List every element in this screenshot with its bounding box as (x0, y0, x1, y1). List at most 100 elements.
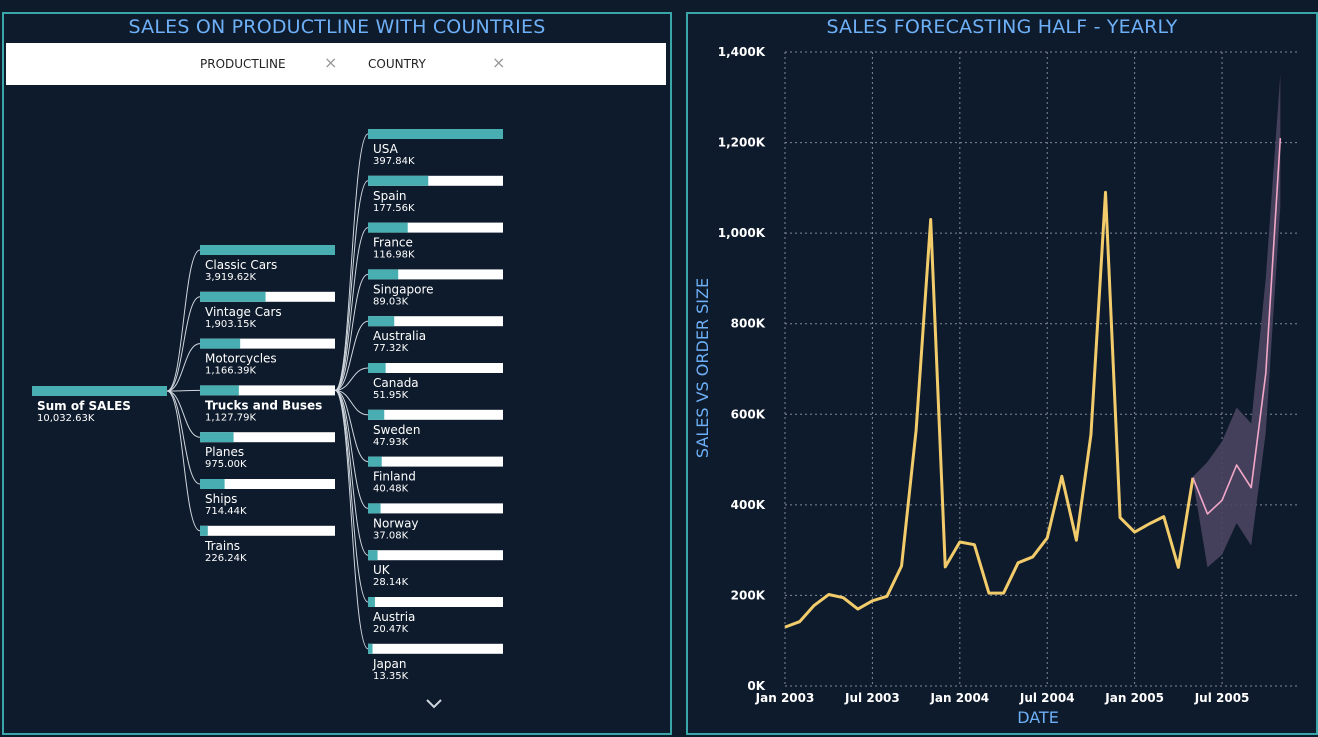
country-link-0 (334, 133, 369, 391)
country-link-9 (334, 389, 369, 556)
country-label-6: Sweden (373, 423, 420, 437)
country-bar-9-track (368, 550, 503, 561)
country-link-8 (334, 389, 369, 509)
country-bar-2[interactable] (368, 222, 503, 233)
root-value: 10,032.63K (37, 413, 95, 424)
y-tick-label: 1,000K (718, 226, 766, 240)
country-bar-3-fill (368, 269, 399, 280)
root-link-5 (166, 390, 201, 485)
y-tick-label: 600K (731, 407, 766, 421)
x-axis-title: DATE (1017, 708, 1059, 727)
chevron-down-icon[interactable] (422, 694, 446, 714)
root-link-2 (166, 343, 201, 392)
x-tick-label: Jan 2004 (929, 691, 989, 705)
country-bar-8-fill (368, 503, 381, 514)
country-value-6: 47.93K (373, 437, 409, 448)
productline-bar-2-fill (200, 338, 241, 349)
country-label-7: Finland (373, 470, 416, 484)
productline-bar-5-fill (200, 479, 225, 489)
country-bar-10-track (368, 597, 503, 607)
forecast-line-chart: 0K 200K 400K 600K 800K 1,000K 1,200K 1,400K Jan … (693, 45, 1300, 727)
country-bar-1-track (368, 175, 503, 186)
tree-links (166, 133, 369, 650)
productline-label-0: Classic Cars (205, 258, 277, 272)
country-value-1: 177.56K (373, 203, 415, 214)
country-value-8: 37.08K (373, 530, 409, 541)
productline-label-4: Planes (205, 445, 244, 459)
country-bar-2-track (368, 222, 503, 233)
x-tick-label: Jan 2005 (1104, 691, 1164, 705)
productline-bar-4[interactable] (200, 432, 335, 443)
productline-label-1: Vintage Cars (205, 305, 282, 319)
country-bar-8[interactable] (368, 503, 503, 514)
country-bar-11[interactable] (368, 643, 503, 654)
country-bar-7[interactable] (368, 456, 503, 467)
country-link-1 (334, 180, 369, 391)
country-value-4: 77.32K (373, 343, 409, 354)
filter-productline-label[interactable]: PRODUCTLINE (200, 57, 286, 71)
country-bar-11-fill (368, 643, 373, 654)
root-label: Sum of SALES (37, 399, 131, 413)
forecast-sales-line (1192, 137, 1282, 515)
country-value-7: 40.48K (373, 484, 409, 495)
productline-bar-6[interactable] (200, 525, 335, 536)
country-label-10: Austria (373, 610, 415, 624)
panel-title: SALES ON PRODUCTLINE WITH COUNTRIES (128, 16, 546, 38)
productline-decomposition-panel: SALES ON PRODUCTLINE WITH COUNTRIES PROD… (2, 12, 672, 735)
country-bar-11-track (368, 643, 503, 654)
country-bar-5-track (368, 363, 503, 373)
productline-bar-5[interactable] (200, 479, 335, 489)
productline-bar-1-fill (200, 291, 266, 302)
filter-country-label[interactable]: COUNTRY (368, 57, 426, 71)
productline-value-5: 714.44K (205, 506, 247, 517)
country-link-5 (334, 367, 369, 391)
root-link-3 (166, 389, 201, 392)
country-label-2: France (373, 236, 413, 250)
productline-value-6: 226.24K (205, 553, 247, 564)
filter-country-clear-icon[interactable]: × (492, 53, 506, 72)
country-bar-7-fill (368, 456, 382, 467)
productline-value-3: 1,127.79K (205, 412, 257, 423)
country-label-9: UK (373, 563, 391, 577)
y-tick-label: 0K (747, 679, 765, 693)
productline-bar-1[interactable] (200, 291, 335, 302)
root-link-6 (166, 390, 201, 532)
country-link-4 (334, 320, 369, 391)
root-link-1 (166, 296, 201, 392)
country-bar-5[interactable] (368, 363, 503, 373)
productline-bar-2[interactable] (200, 338, 335, 349)
x-tick-label: Jul 2003 (844, 691, 900, 705)
y-axis-title: SALES VS ORDER SIZE (693, 278, 712, 458)
country-link-11 (334, 389, 369, 650)
productline-bar-0[interactable] (200, 245, 335, 255)
sales-forecast-panel: SALES FORECASTING HALF - YEARLY 0K 200K 40… (686, 12, 1318, 735)
country-bar-4-track (368, 316, 503, 327)
productline-bar-3[interactable] (200, 385, 335, 396)
country-bar-3[interactable] (368, 269, 503, 280)
country-bar-6[interactable] (368, 409, 503, 420)
country-bar-9[interactable] (368, 550, 503, 561)
country-value-2: 116.98K (373, 250, 415, 261)
filter-productline-clear-icon[interactable]: × (324, 53, 338, 72)
productline-bar-2-track (200, 338, 335, 349)
productline-value-4: 975.00K (205, 459, 247, 470)
country-bar-4[interactable] (368, 316, 503, 327)
country-link-6 (334, 389, 369, 416)
country-bar-8-track (368, 503, 503, 514)
root-bar-fill (32, 386, 167, 396)
productline-label-6: Trains (204, 539, 240, 553)
country-bar-6-track (368, 409, 503, 420)
y-tick-label: 400K (731, 498, 766, 512)
country-bar-1[interactable] (368, 175, 503, 186)
root-bar[interactable] (32, 386, 167, 396)
chart-title: SALES FORECASTING HALF - YEARLY (826, 16, 1178, 38)
country-value-11: 13.35K (373, 671, 409, 682)
country-bar-5-fill (368, 363, 386, 373)
productline-bar-0-fill (200, 245, 335, 255)
y-tick-label: 1,200K (718, 136, 766, 150)
country-label-11: Japan (372, 657, 406, 671)
productline-bar-4-fill (200, 432, 234, 443)
country-bar-0[interactable] (368, 129, 503, 139)
country-bar-10[interactable] (368, 597, 503, 607)
country-label-4: Australia (373, 329, 426, 343)
